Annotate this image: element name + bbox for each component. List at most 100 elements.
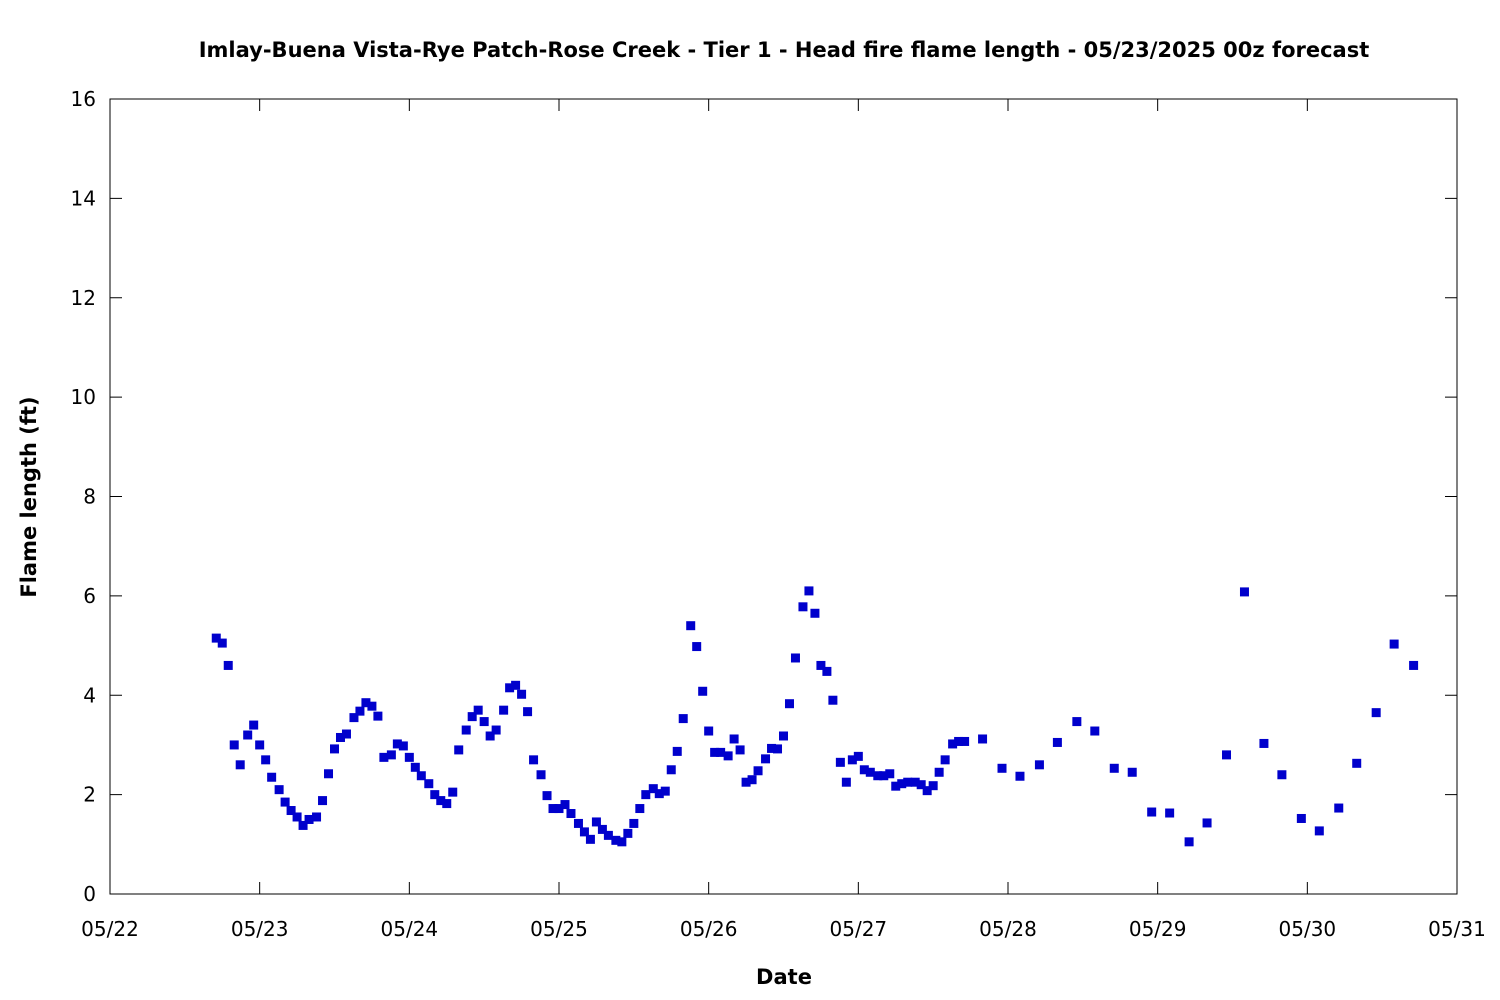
data-point — [499, 705, 509, 715]
data-point — [648, 784, 658, 794]
data-point — [940, 755, 950, 765]
data-point — [822, 666, 832, 676]
data-point — [505, 683, 515, 693]
data-point — [1389, 639, 1399, 649]
data-point — [597, 824, 607, 834]
data-point — [542, 791, 552, 801]
data-point — [879, 771, 889, 781]
data-point — [761, 754, 771, 764]
data-point — [767, 743, 777, 753]
data-point — [779, 731, 788, 741]
x-tick-label: 05/24 — [381, 917, 439, 941]
x-tick-label: 05/29 — [1129, 917, 1187, 941]
data-point — [298, 820, 308, 830]
data-point — [304, 814, 314, 824]
data-point — [735, 745, 745, 755]
data-point — [479, 717, 489, 727]
data-point — [804, 586, 814, 596]
data-point — [341, 729, 351, 739]
data-point — [1147, 807, 1157, 817]
data-point — [978, 734, 988, 744]
data-point — [692, 642, 702, 652]
data-point — [859, 765, 869, 775]
data-point — [641, 790, 651, 800]
data-point — [729, 734, 739, 744]
data-point — [873, 771, 883, 781]
data-point — [784, 699, 794, 709]
data-point — [1409, 660, 1419, 670]
data-point — [392, 739, 402, 749]
data-point — [1052, 737, 1062, 747]
data-point — [672, 746, 682, 756]
data-point — [286, 806, 296, 816]
data-point — [560, 800, 570, 810]
data-point — [274, 785, 284, 795]
data-point — [916, 780, 926, 790]
data-point — [865, 767, 875, 777]
data-point — [267, 772, 277, 782]
data-point — [716, 747, 726, 757]
x-tick-label: 05/22 — [81, 917, 139, 941]
y-tick-label: 8 — [83, 485, 96, 509]
axis-ticks: 0 2 4 6 8 10 12 14 16 05/22 05/23 05/24 05/25 05/26 05… — [71, 87, 1486, 941]
x-tick-label: 05/25 — [530, 917, 588, 941]
data-point — [903, 777, 913, 787]
data-point — [1222, 750, 1232, 760]
data-point — [960, 736, 970, 746]
data-point — [529, 755, 539, 765]
data-point — [885, 769, 895, 779]
data-point — [217, 638, 227, 648]
data-point — [841, 777, 851, 787]
data-point — [654, 789, 664, 799]
data-point — [361, 698, 371, 708]
data-point — [790, 653, 800, 663]
data-point — [367, 701, 377, 711]
data-point — [404, 752, 414, 762]
data-point — [934, 767, 944, 777]
data-point — [442, 799, 452, 809]
data-point — [611, 835, 621, 845]
data-point — [1352, 758, 1362, 768]
y-tick-label: 10 — [71, 385, 96, 409]
x-tick-label: 05/23 — [231, 917, 289, 941]
data-point — [1127, 767, 1137, 777]
data-point — [1277, 770, 1287, 780]
data-point — [954, 736, 964, 746]
data-point — [603, 830, 613, 840]
data-point — [448, 787, 458, 797]
data-point — [211, 633, 221, 643]
data-point — [243, 730, 253, 740]
x-tick-label: 05/28 — [979, 917, 1037, 941]
data-point — [853, 751, 863, 761]
x-tick-label: 05/30 — [1279, 917, 1337, 941]
data-point — [922, 786, 932, 796]
y-tick-label: 14 — [71, 186, 96, 210]
data-point — [573, 818, 583, 828]
data-point — [897, 779, 907, 789]
y-tick-label: 6 — [83, 584, 96, 608]
data-point — [1034, 760, 1044, 770]
data-point — [548, 804, 558, 814]
data-point — [229, 740, 239, 750]
data-point — [686, 621, 696, 631]
data-point — [517, 689, 527, 699]
y-tick-label: 12 — [71, 286, 96, 310]
data-point — [910, 777, 920, 787]
data-point — [536, 770, 546, 780]
data-point — [386, 750, 396, 760]
data-point — [379, 752, 389, 762]
data-point — [741, 777, 751, 787]
data-points — [211, 586, 1419, 847]
data-point — [280, 797, 290, 807]
data-point — [554, 804, 564, 814]
data-point — [1239, 587, 1249, 597]
data-point — [461, 725, 471, 735]
y-tick-label: 0 — [83, 882, 96, 906]
data-point — [424, 779, 434, 789]
y-axis-label: Flame length (ft) — [17, 396, 41, 597]
data-point — [1314, 826, 1324, 836]
x-tick-label: 05/26 — [680, 917, 738, 941]
data-point — [835, 757, 845, 767]
data-point — [891, 781, 901, 791]
